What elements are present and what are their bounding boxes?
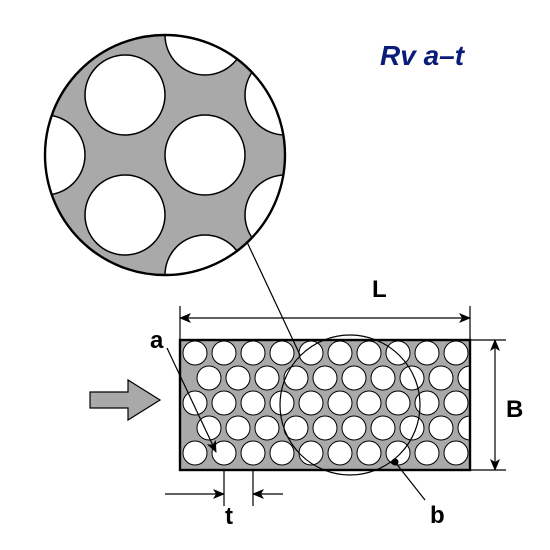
zoom-leader-line	[247, 242, 300, 355]
dim-B-label: B	[506, 396, 523, 424]
dim-a-label: a	[150, 327, 163, 355]
dim-L-label: L	[372, 276, 387, 304]
direction-arrow	[90, 380, 160, 420]
title-text: Rv a–t	[380, 40, 464, 72]
diagram-stage: Rv a–t L B t a b	[0, 0, 550, 550]
perforated-sheet	[180, 340, 482, 470]
diagram-svg	[0, 0, 550, 550]
dim-b-label: b	[430, 502, 445, 530]
dim-t-label: t	[225, 503, 233, 531]
zoom-view	[5, 0, 325, 315]
